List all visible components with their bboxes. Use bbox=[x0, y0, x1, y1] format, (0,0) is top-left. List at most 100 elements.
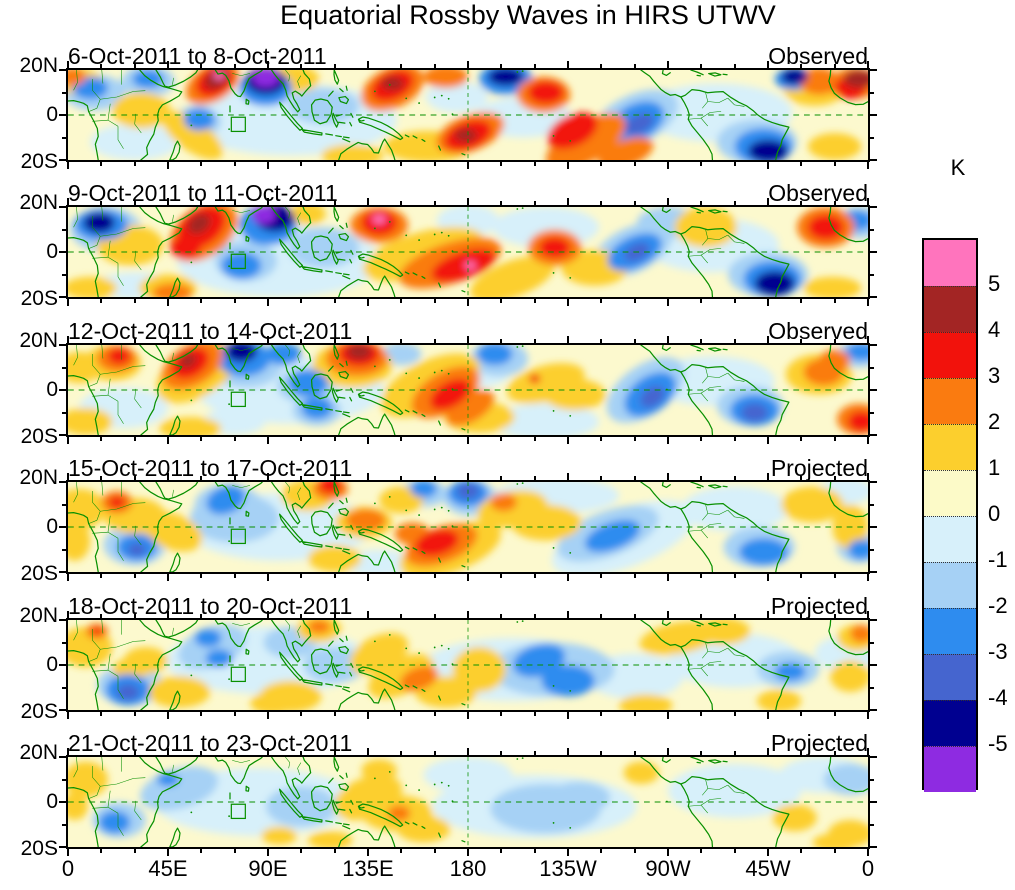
x-tick bbox=[567, 336, 569, 343]
x-tick bbox=[500, 64, 503, 68]
x-tick bbox=[100, 64, 103, 68]
x-tick bbox=[500, 614, 503, 618]
x-axis-label-1: 45E bbox=[148, 856, 188, 881]
x-tick bbox=[700, 64, 703, 68]
x-tick bbox=[500, 849, 503, 853]
island-dots bbox=[190, 70, 668, 142]
x-tick bbox=[567, 473, 569, 480]
x-tick bbox=[133, 162, 136, 166]
x-tick bbox=[167, 574, 169, 581]
colorbar-segment-11 bbox=[924, 746, 976, 792]
x-tick bbox=[267, 299, 269, 306]
x-tick bbox=[567, 299, 569, 306]
y-tick bbox=[870, 366, 874, 369]
x-tick bbox=[300, 712, 303, 716]
y-tick bbox=[870, 481, 877, 483]
y-tick bbox=[62, 411, 66, 414]
colorbar-tick-label: 2 bbox=[988, 409, 1001, 434]
country-borders bbox=[73, 620, 745, 699]
y-tick bbox=[870, 664, 877, 666]
contour-map bbox=[68, 70, 868, 160]
x-tick bbox=[600, 339, 603, 343]
x-tick bbox=[133, 201, 136, 205]
x-tick bbox=[200, 712, 203, 716]
x-tick bbox=[767, 473, 769, 480]
x-tick bbox=[300, 574, 303, 578]
x-tick bbox=[433, 574, 436, 578]
x-tick bbox=[800, 751, 803, 755]
colorbar-segment-0 bbox=[924, 240, 976, 286]
x-tick bbox=[433, 437, 436, 441]
x-tick bbox=[367, 61, 369, 68]
x-tick bbox=[267, 748, 269, 755]
x-tick bbox=[400, 299, 403, 303]
x-tick bbox=[67, 437, 69, 444]
x-tick bbox=[767, 299, 769, 306]
panel-6: 21-Oct-2011 to 23-Oct-2011 Projected 20N 0 2… bbox=[0, 731, 1015, 863]
x-tick bbox=[800, 437, 803, 441]
lat-label-20N: 20N bbox=[19, 741, 58, 764]
y-tick bbox=[59, 846, 66, 848]
x-tick bbox=[433, 299, 436, 303]
x-tick bbox=[267, 574, 269, 581]
x-tick bbox=[800, 201, 803, 205]
panel-2: 9-Oct-2011 to 11-Oct-2011 Observed 20N 0 20S bbox=[0, 181, 1015, 313]
x-tick bbox=[733, 299, 736, 303]
x-tick bbox=[500, 712, 503, 716]
x-tick bbox=[333, 574, 336, 578]
x-tick bbox=[433, 849, 436, 853]
panel-header: 18-Oct-2011 to 20-Oct-2011 Projected bbox=[68, 594, 868, 618]
x-tick bbox=[367, 611, 369, 618]
longitude-axis-labels: 0 45E 90E 135E 180 135W 90W 45W 0 bbox=[0, 856, 1015, 884]
x-tick bbox=[600, 162, 603, 166]
colorbar-tick-label: 5 bbox=[988, 271, 1001, 296]
x-tick bbox=[100, 437, 103, 441]
x-tick bbox=[133, 437, 136, 441]
lat-label-20N: 20N bbox=[19, 191, 58, 214]
x-tick bbox=[700, 712, 703, 716]
x-tick bbox=[700, 574, 703, 578]
lat-label-0: 0 bbox=[46, 240, 58, 263]
x-tick bbox=[733, 574, 736, 578]
x-tick bbox=[367, 336, 369, 343]
coastlines bbox=[68, 620, 868, 710]
panel-header: 12-Oct-2011 to 14-Oct-2011 Observed bbox=[68, 319, 868, 343]
y-tick bbox=[870, 251, 877, 253]
x-tick bbox=[467, 299, 469, 306]
x-tick bbox=[500, 201, 503, 205]
contour-map bbox=[68, 345, 868, 435]
x-tick bbox=[133, 712, 136, 716]
x-tick bbox=[333, 64, 336, 68]
x-tick bbox=[633, 299, 636, 303]
x-tick bbox=[767, 849, 769, 856]
panel-date-range: 18-Oct-2011 to 20-Oct-2011 bbox=[68, 593, 353, 619]
x-tick bbox=[633, 751, 636, 755]
x-tick bbox=[233, 476, 236, 480]
x-tick bbox=[500, 162, 503, 166]
x-tick bbox=[333, 614, 336, 618]
colorbar-segment-1 bbox=[924, 286, 976, 332]
x-tick bbox=[667, 574, 669, 581]
country-borders bbox=[73, 70, 745, 149]
x-tick bbox=[633, 712, 636, 716]
y-tick bbox=[870, 228, 874, 231]
panel-status-label: Projected bbox=[770, 593, 868, 619]
x-tick bbox=[400, 476, 403, 480]
x-tick bbox=[367, 712, 369, 719]
x-tick bbox=[700, 339, 703, 343]
panel-header: 9-Oct-2011 to 11-Oct-2011 Observed bbox=[68, 181, 868, 205]
x-tick bbox=[567, 748, 569, 755]
y-tick bbox=[870, 778, 874, 781]
panel-status-label: Observed bbox=[768, 180, 868, 206]
x-tick bbox=[67, 61, 69, 68]
target-region-box bbox=[230, 666, 246, 683]
x-tick bbox=[100, 476, 103, 480]
x-tick bbox=[300, 437, 303, 441]
map-canvas bbox=[66, 205, 870, 299]
x-tick bbox=[200, 849, 203, 853]
x-tick bbox=[767, 61, 769, 68]
x-tick bbox=[533, 339, 536, 343]
y-tick bbox=[59, 434, 66, 436]
x-tick bbox=[867, 611, 869, 618]
x-tick bbox=[500, 437, 503, 441]
